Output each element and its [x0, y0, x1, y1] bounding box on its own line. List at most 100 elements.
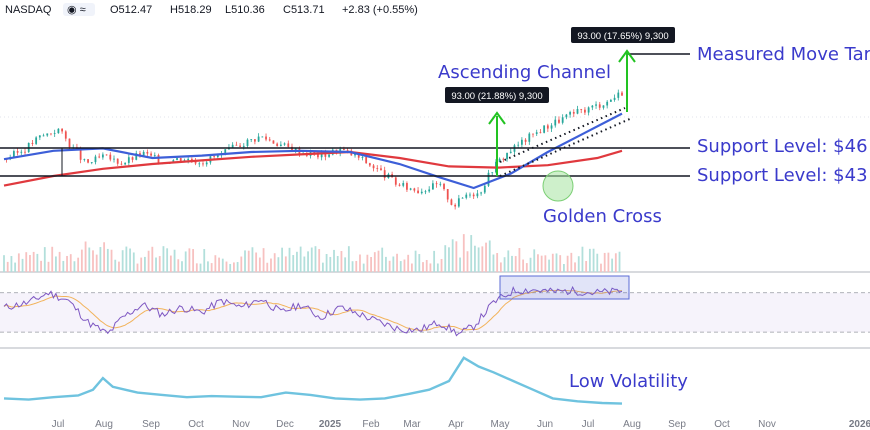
candle-body — [261, 136, 264, 138]
candle-body — [469, 194, 471, 196]
volume-bar — [192, 249, 195, 272]
measured-move-arrows — [488, 49, 636, 176]
volume-bar — [214, 255, 217, 272]
change-value: +2.83 (+0.55%) — [342, 4, 418, 16]
volume-bar — [362, 263, 365, 272]
volume-bar — [303, 256, 306, 272]
volume-bar — [344, 257, 347, 272]
volume-bar — [73, 261, 76, 272]
candle-body — [480, 192, 482, 194]
candle-body — [491, 172, 494, 174]
volume-bar — [43, 247, 46, 272]
candle-body — [406, 183, 408, 190]
volume-bars — [3, 234, 621, 272]
volume-bar — [392, 256, 395, 272]
volume-bar — [147, 250, 150, 272]
volatility-panel — [3, 356, 623, 405]
volume-bar — [88, 247, 91, 272]
candle-body — [250, 139, 253, 141]
candle-body — [372, 165, 375, 169]
support-upper-label: Support Level: $46 — [697, 136, 868, 157]
volume-bar — [158, 256, 161, 272]
volume-bar — [136, 263, 139, 272]
candle-body — [424, 191, 427, 193]
volume-bar — [32, 251, 35, 272]
candle-body — [584, 109, 586, 113]
support-lower-label: Support Level: $43 — [697, 165, 868, 186]
volume-bar — [258, 257, 261, 272]
volume-bar — [585, 260, 588, 272]
candle-body — [398, 184, 401, 186]
volume-bar — [544, 255, 547, 272]
volume-bar — [247, 250, 250, 272]
candle-body — [98, 156, 101, 158]
volume-bar — [140, 257, 143, 272]
candle-body — [476, 193, 479, 197]
candle-body — [109, 154, 112, 160]
candle-body — [457, 198, 460, 207]
volume-bar — [474, 245, 476, 272]
volume-bar — [351, 261, 354, 272]
candle-body — [257, 136, 260, 142]
candle-body — [328, 154, 330, 157]
volume-bar — [281, 247, 283, 272]
support-levels — [0, 53, 690, 177]
candle-body — [609, 99, 612, 102]
candle-body — [131, 157, 134, 160]
candle-body — [446, 189, 449, 200]
volume-bar — [548, 259, 550, 272]
volume-bar — [162, 246, 165, 272]
rsi-panel — [0, 275, 870, 337]
volume-bar — [181, 261, 183, 272]
volume-bar — [244, 250, 246, 272]
candle-body — [150, 153, 152, 156]
x-tick-label: Oct — [714, 419, 730, 430]
low-volatility-label: Low Volatility — [569, 371, 688, 392]
volume-bar — [10, 256, 13, 272]
volume-bar — [229, 263, 232, 272]
candle-body — [268, 139, 271, 141]
volume-bar — [611, 258, 614, 272]
candle-body — [413, 188, 416, 191]
candle-body — [235, 144, 238, 146]
candle-body — [576, 109, 579, 114]
volume-bar — [492, 254, 495, 272]
volume-bar — [603, 252, 606, 272]
volume-bar — [555, 253, 558, 272]
candle-body — [120, 163, 123, 165]
candle-body — [561, 117, 564, 123]
volume-bar — [600, 263, 602, 272]
volume-bar — [455, 241, 458, 272]
volume-bar — [333, 249, 335, 272]
volume-bar — [381, 247, 384, 272]
volume-bar — [359, 254, 361, 272]
volume-bar — [99, 247, 102, 272]
candle-body — [198, 163, 201, 165]
candle-body — [272, 140, 275, 144]
eye-icon[interactable]: ◉ ≈ — [67, 4, 86, 16]
volume-bar — [125, 246, 128, 272]
high-value: H518.29 — [170, 4, 212, 16]
candle-body — [64, 131, 67, 139]
candle-body — [402, 183, 405, 186]
volume-bar — [325, 254, 328, 272]
candle-body — [554, 119, 557, 126]
annotation-labels: Measured Move Tar Ascending Channel Supp… — [438, 27, 870, 392]
volume-bar — [114, 259, 117, 272]
compare-button[interactable] — [63, 3, 95, 16]
candle-body — [157, 155, 160, 164]
candle-body — [53, 133, 56, 134]
volume-bar — [370, 256, 372, 272]
ma-200-line — [3, 149, 623, 187]
candle-body — [509, 151, 512, 153]
candle-body — [101, 154, 104, 158]
candle-body — [461, 197, 464, 199]
candle-body — [20, 151, 23, 153]
candle-body — [50, 133, 52, 135]
volume-bar — [462, 234, 465, 272]
candle-body — [320, 152, 323, 158]
candle-body — [565, 114, 568, 118]
candle-body — [595, 104, 597, 106]
rsi-line — [3, 285, 623, 337]
x-tick-label: Jun — [537, 419, 553, 430]
